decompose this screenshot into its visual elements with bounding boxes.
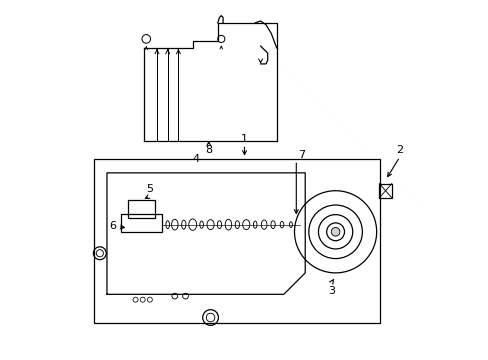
Text: 1: 1 — [241, 134, 247, 144]
Circle shape — [217, 35, 224, 42]
Text: 8: 8 — [205, 145, 212, 156]
Circle shape — [142, 35, 150, 43]
Circle shape — [331, 228, 339, 236]
Text: 2: 2 — [395, 145, 403, 155]
Bar — [128, 201, 155, 217]
Text: 4: 4 — [192, 154, 200, 163]
Text: 5: 5 — [146, 184, 153, 194]
Text: 3: 3 — [328, 286, 335, 296]
Bar — [94, 158, 380, 323]
Bar — [121, 214, 162, 232]
Text: 6: 6 — [109, 221, 116, 231]
Bar — [379, 184, 391, 198]
Text: 7: 7 — [298, 150, 305, 160]
